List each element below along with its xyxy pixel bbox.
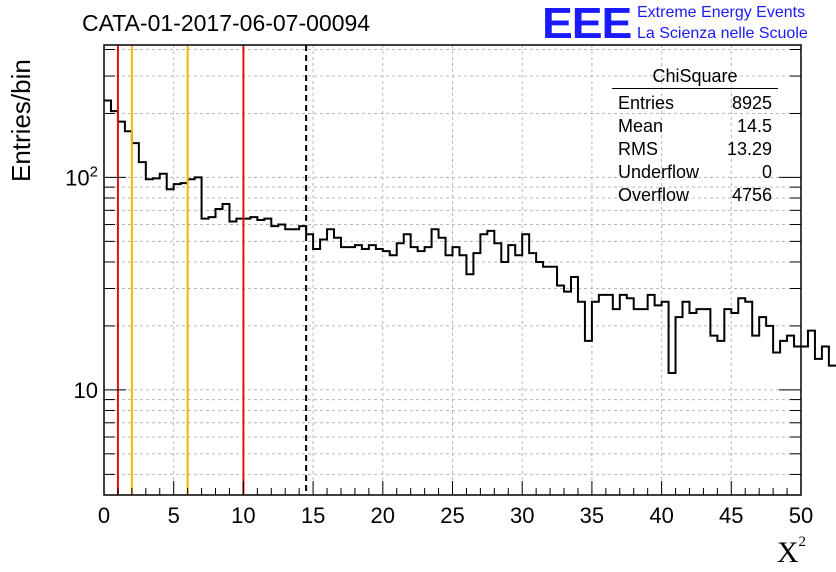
histogram-bins xyxy=(104,99,836,375)
grid-lines xyxy=(104,45,801,495)
stats-label: RMS xyxy=(618,139,658,159)
stats-value: 0 xyxy=(761,162,772,182)
x-tick-label: 20 xyxy=(371,503,395,528)
stats-label: Overflow xyxy=(618,185,690,205)
stats-label: Entries xyxy=(618,93,675,113)
x-tick-label: 50 xyxy=(789,503,813,528)
x-axis-label: X2 xyxy=(776,534,807,570)
marker-lines xyxy=(116,45,308,495)
x-tick-label: 45 xyxy=(719,503,743,528)
stats-box: ChiSquare Entries 8925 Mean 14.5 RMS 13.29 … xyxy=(612,66,778,207)
stats-row-overflow: Overflow 4756 xyxy=(612,184,778,207)
logo-line-1: Extreme Energy Events xyxy=(637,4,806,21)
axis-tick-labels: 0 5 10 15 20 25 30 35 40 45 50 102 10 xyxy=(65,163,813,528)
histogram-outline xyxy=(104,99,836,375)
stats-title: ChiSquare xyxy=(612,66,778,89)
stats-row-mean: Mean 14.5 xyxy=(612,115,778,138)
y-axis-label: Entries/bin xyxy=(6,59,36,182)
x-tick-label: 5 xyxy=(168,503,180,528)
stats-value: 4756 xyxy=(731,185,772,205)
x-tick-label: 15 xyxy=(301,503,325,528)
stats-label: Underflow xyxy=(618,162,700,182)
logo-line-2: La Scienza nelle Scuole xyxy=(637,25,808,42)
x-axis-label-base: X xyxy=(776,536,799,569)
stats-label: Mean xyxy=(618,116,664,136)
run-title: CATA-01-2017-06-07-00094 xyxy=(82,10,371,36)
x-tick-label: 40 xyxy=(649,503,673,528)
y-tick-label: 10 xyxy=(74,378,98,403)
y-tick-label: 102 xyxy=(65,163,98,190)
x-tick-label: 10 xyxy=(231,503,255,528)
x-tick-label: 25 xyxy=(440,503,464,528)
stats-row-entries: Entries 8925 xyxy=(612,92,778,115)
x-tick-label: 30 xyxy=(510,503,534,528)
stats-row-rms: RMS 13.29 xyxy=(612,138,778,161)
stats-value: 8925 xyxy=(731,93,772,113)
stats-value: 13.29 xyxy=(726,139,772,159)
axis-ticks xyxy=(103,49,802,495)
stats-row-underflow: Underflow 0 xyxy=(612,161,778,184)
x-axis-label-exponent: 2 xyxy=(798,534,807,550)
stats-value: 14.5 xyxy=(736,116,772,136)
x-tick-label: 0 xyxy=(98,503,110,528)
x-tick-label: 35 xyxy=(580,503,604,528)
eee-logo: EEE xyxy=(542,0,632,48)
